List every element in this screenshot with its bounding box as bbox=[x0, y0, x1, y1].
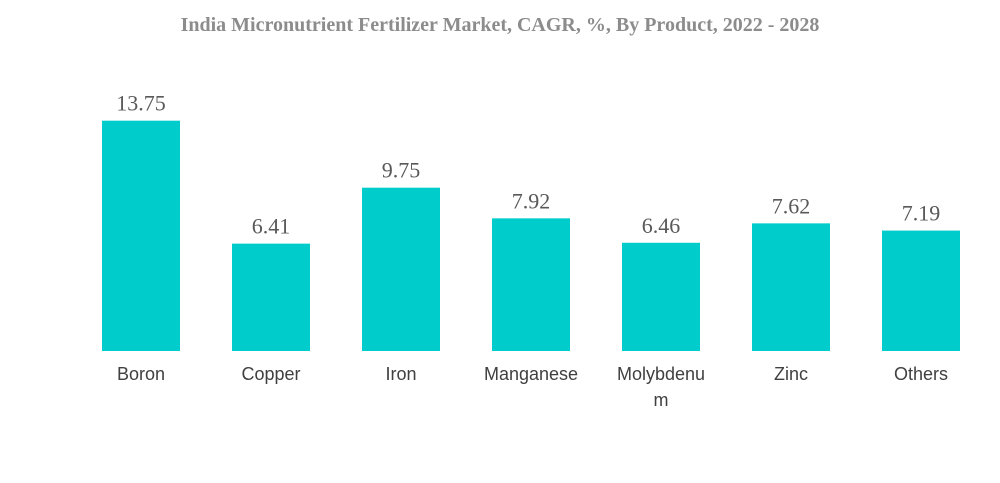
bar-manganese bbox=[492, 218, 570, 351]
x-tick-label: Copper bbox=[241, 364, 300, 384]
data-label: 13.75 bbox=[116, 91, 166, 116]
x-tick-label: Manganese bbox=[484, 364, 578, 384]
x-tick-label: m bbox=[654, 390, 669, 410]
bar-others bbox=[882, 230, 960, 351]
bar-iron bbox=[362, 187, 440, 351]
x-tick-label: Iron bbox=[385, 364, 416, 384]
x-tick-label: Zinc bbox=[774, 364, 808, 384]
x-tick-label: Molybdenu bbox=[617, 364, 705, 384]
data-label: 7.92 bbox=[512, 188, 551, 213]
data-label: 9.75 bbox=[382, 158, 421, 183]
data-label: 7.19 bbox=[902, 201, 941, 226]
bar-boron bbox=[102, 120, 180, 351]
x-tick-label: Boron bbox=[117, 364, 165, 384]
bar-zinc bbox=[752, 223, 830, 351]
data-label: 7.62 bbox=[772, 193, 811, 218]
x-tick-label: Others bbox=[894, 364, 948, 384]
bar-copper bbox=[232, 243, 310, 351]
bar-molybdenum bbox=[622, 242, 700, 351]
data-label: 6.46 bbox=[642, 213, 681, 238]
data-label: 6.41 bbox=[252, 214, 291, 239]
chart-title: India Micronutrient Fertilizer Market, C… bbox=[180, 14, 820, 36]
